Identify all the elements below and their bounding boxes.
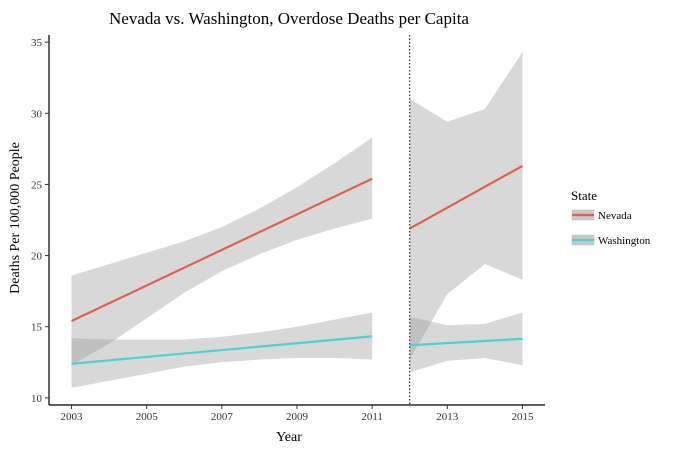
y-tick-label: 15 [31, 322, 43, 334]
y-tick-label: 25 [31, 179, 43, 191]
x-axis-title: Year [276, 430, 302, 445]
confidence-band-nevada-2 [409, 52, 523, 360]
x-tick-label: 2011 [361, 411, 383, 423]
y-tick-label: 10 [31, 393, 43, 405]
legend-title: State [571, 188, 597, 203]
x-tick-label: 2005 [136, 411, 159, 423]
x-tick-label: 2007 [211, 411, 234, 423]
trend-line-nevada-2 [409, 164, 523, 230]
x-tick-label: 2003 [61, 411, 84, 423]
x-tick-label: 2015 [511, 411, 534, 423]
legend-label-washington: Washington [598, 235, 651, 247]
y-axis-title: Deaths Per 100,000 People [8, 142, 23, 294]
y-axis-ticks: 10 15 20 25 30 35 [31, 37, 49, 405]
chart-title: Nevada vs. Washington, Overdose Deaths p… [109, 9, 469, 28]
y-tick-label: 35 [31, 37, 43, 49]
y-tick-label: 20 [31, 251, 43, 263]
trend-line-nevada-1 [71, 177, 373, 323]
legend-label-nevada: Nevada [598, 210, 632, 222]
x-axis-ticks: 2003 2005 2007 2009 2011 2013 2015 [61, 405, 534, 423]
x-tick-label: 2013 [436, 411, 459, 423]
legend: State Nevada Washington [571, 188, 651, 247]
trend-line-washington-1 [71, 335, 373, 365]
y-tick-label: 30 [31, 108, 43, 120]
confidence-bands [71, 52, 523, 388]
trend-line-washington-2 [409, 337, 523, 347]
x-tick-label: 2009 [286, 411, 309, 423]
confidence-band-nevada-1 [71, 137, 373, 366]
series-lines [71, 164, 523, 365]
legend-items: Nevada Washington [571, 209, 651, 247]
